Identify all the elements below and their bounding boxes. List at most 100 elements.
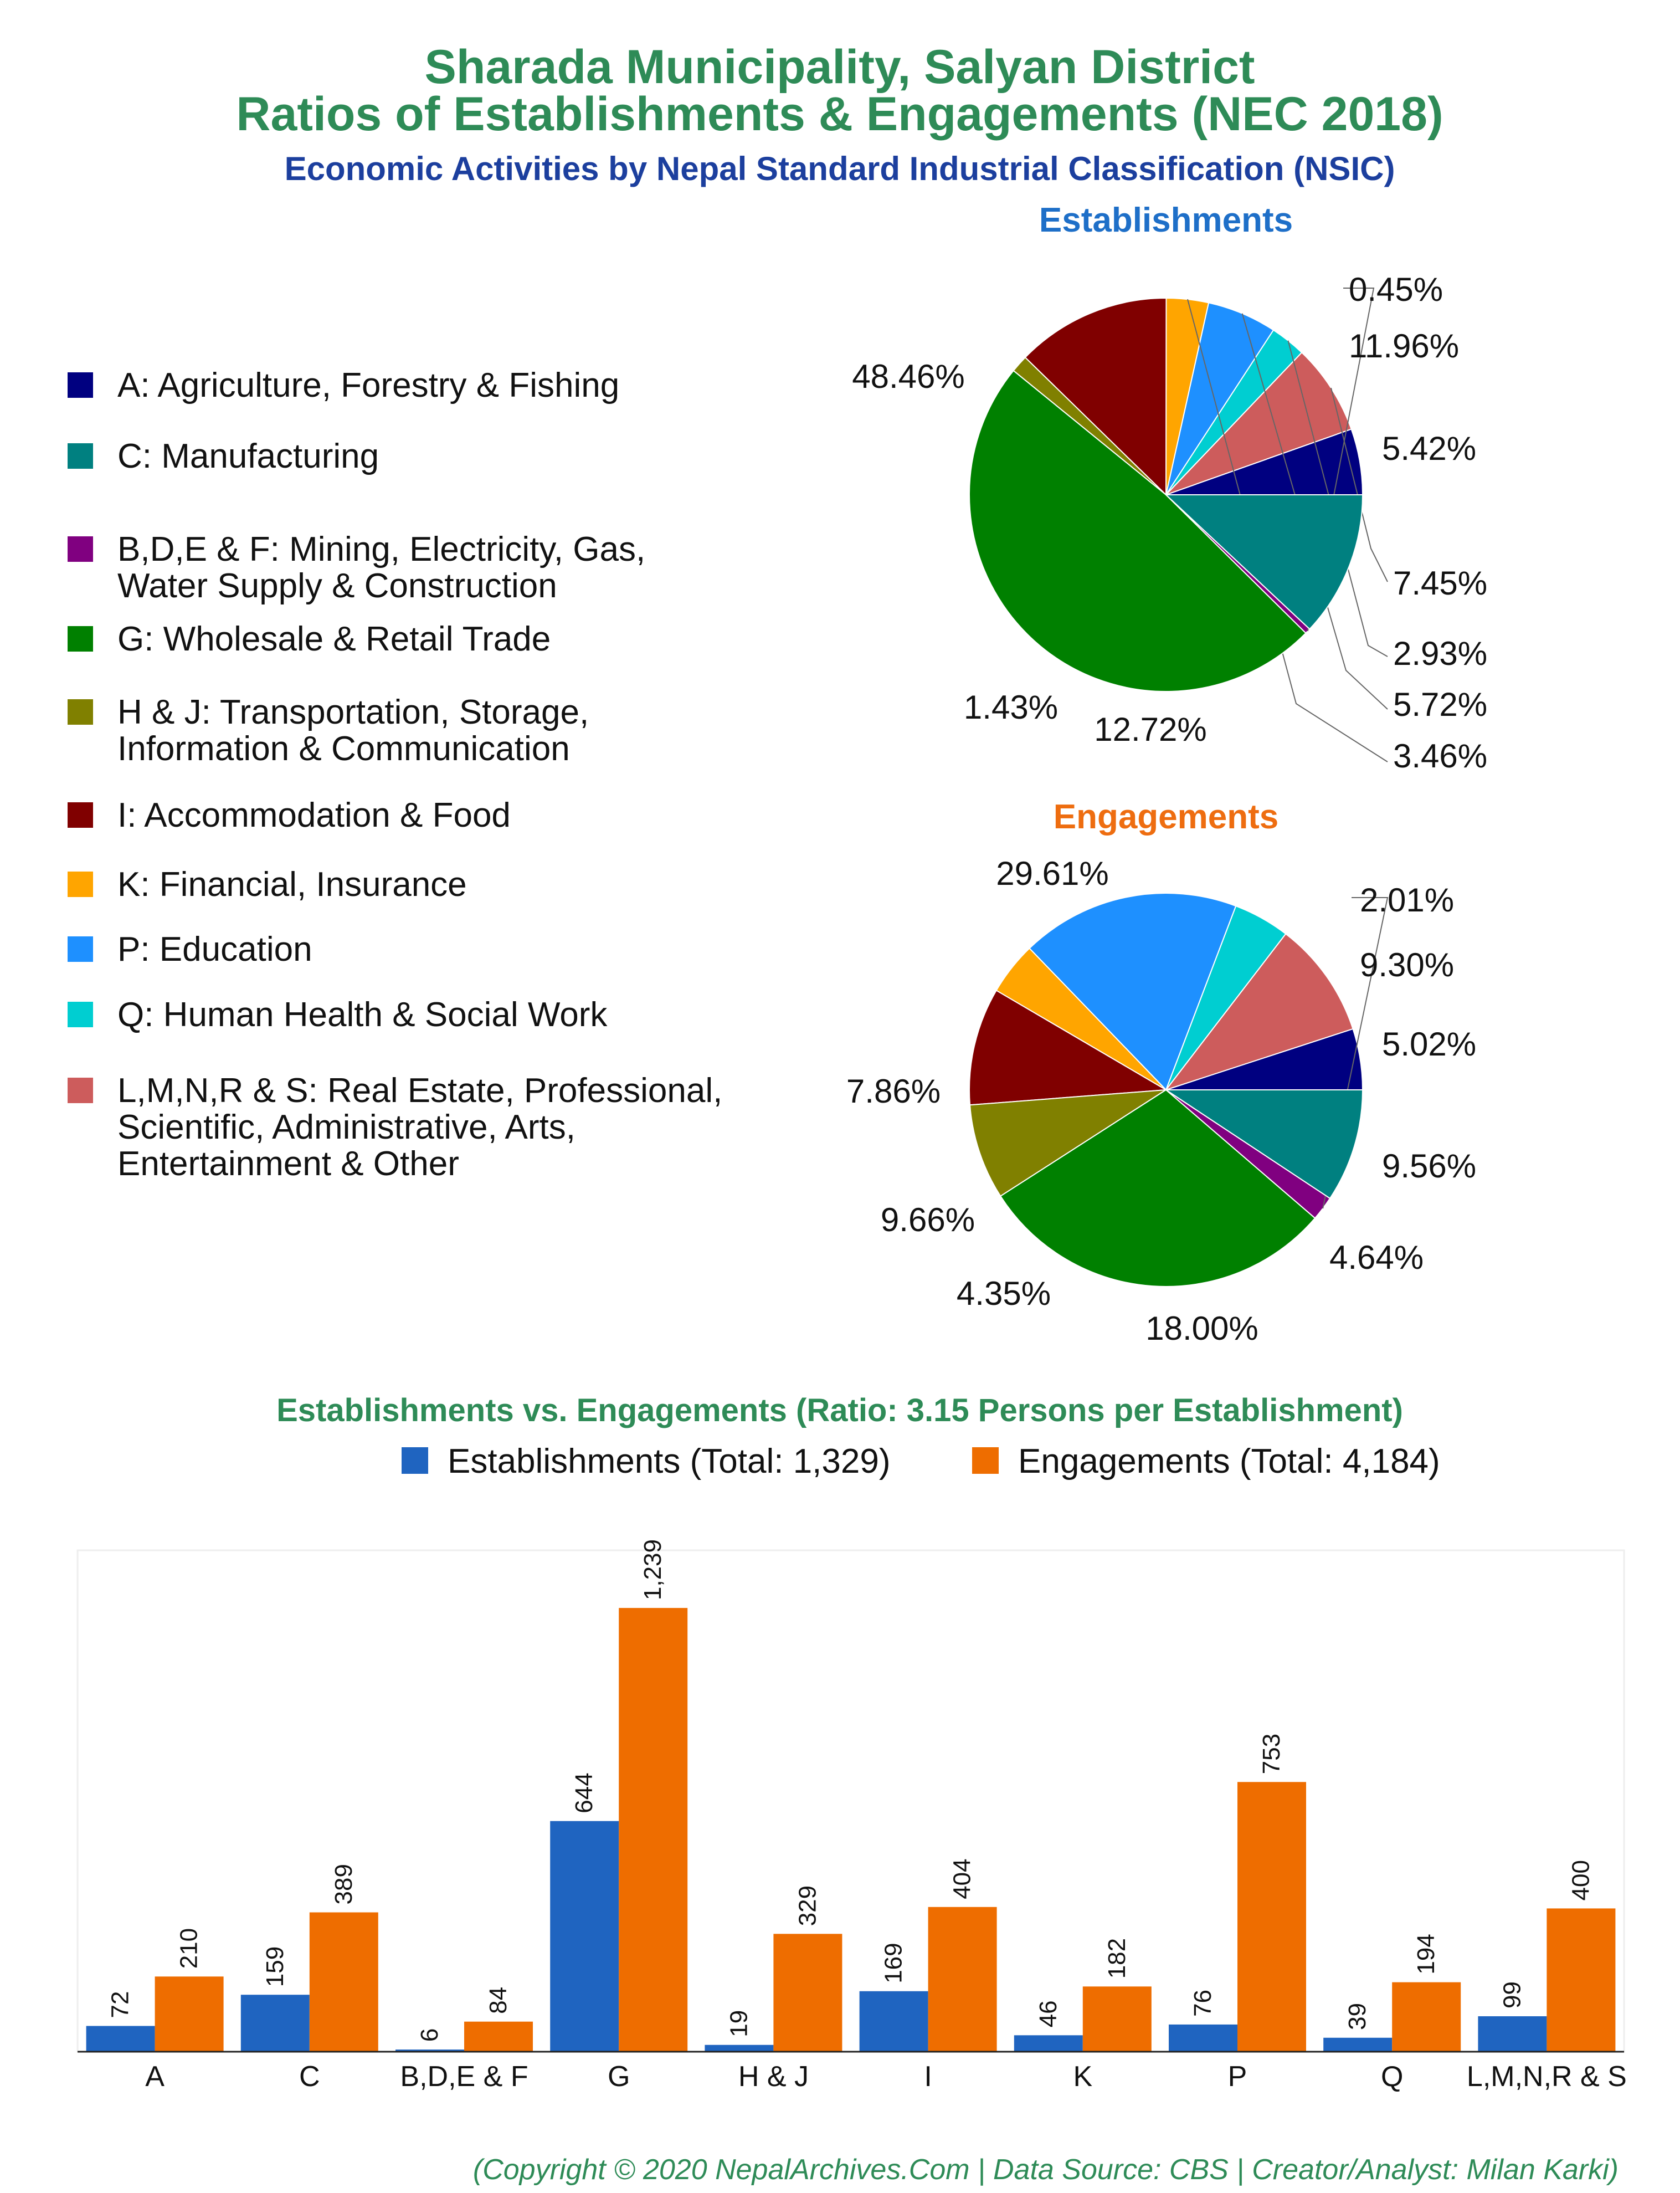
x-tick-g: G [608,2061,630,2093]
legend-label-c: C: Manufacturing [117,437,379,475]
bar-establishments-i [859,1991,928,2052]
bar-value-establishments-b-d-e-f: 6 [416,2028,443,2042]
pie-est-label-g: 48.46% [852,358,965,395]
bar-value-engagements-l-m-n-r-s: 400 [1567,1860,1594,1900]
pie-est-label-a: 5.42% [1382,430,1476,467]
legend-swatch-g [68,626,93,652]
bar-value-engagements-q: 194 [1412,1934,1440,1974]
pie-est-leader-q [1287,340,1388,657]
pie-eng-label-a: 5.02% [1382,1026,1476,1063]
bar-value-establishments-i: 169 [880,1943,907,1983]
bar-establishments-k [1014,2035,1083,2052]
pie-est-slice-i [1024,297,1167,496]
bar-engagements-k [1082,1986,1152,2052]
bar-value-engagements-k: 182 [1103,1938,1131,1979]
pie-eng-slice-g [999,1089,1316,1287]
bar-value-establishments-p: 76 [1189,1990,1216,2017]
title-line-1: Sharada Municipality, Salyan District [424,40,1255,94]
legend-label-l-m-n-r-s: L,M,N,R & S: Real Estate, Professional, [117,1072,722,1110]
legend-swatch-p [68,936,93,962]
legend-swatch-b-d-e-f [68,536,93,562]
pie-eng-slice-c [1164,1089,1364,1200]
pie-eng-label-q: 4.64% [1329,1239,1424,1276]
pie-eng-slice-i [969,990,1168,1106]
pie-eng-slice-l-m-n-r-s [1164,933,1354,1091]
bar-value-engagements-h-j: 329 [794,1885,821,1926]
x-tick-l-m-n-r-s: L,M,N,R & S [1467,2061,1627,2093]
subtitle: Economic Activities by Nepal Standard In… [285,150,1395,187]
bar-establishments-h-j [705,2045,774,2052]
bar-value-engagements-g: 1,239 [639,1539,666,1600]
pie-est-label-i: 12.72% [1094,711,1207,748]
legend-swatch-establishments [402,1447,428,1474]
legend-label-l-m-n-r-s-line-3: Entertainment & Other [117,1145,459,1183]
pie-est-label-b-d-e-f: 0.45% [1349,271,1443,308]
pie-est-leader-p [1241,313,1388,710]
legend-swatch-q [68,1002,93,1027]
pie-est-slice-g [969,370,1307,692]
bar-chart-title: Establishments vs. Engagements (Ratio: 3… [276,1392,1403,1428]
bar-engagements-h-j [773,1934,842,2052]
pie-eng-label-g: 29.61% [996,855,1109,892]
bar-engagements-p [1237,1782,1306,2052]
x-tick-p: P [1228,2061,1247,2093]
pie-eng-label-i: 9.66% [881,1201,975,1238]
bar-engagements-l-m-n-r-s [1547,1908,1616,2052]
bar-establishments-l-m-n-r-s [1478,2016,1547,2052]
x-tick-h-j: H & J [738,2061,809,2093]
bar-establishments-a [86,2026,155,2052]
pie-eng-slice-h-j [969,1089,1167,1197]
bar-value-establishments-c: 159 [261,1946,289,1987]
legend-swatch-l-m-n-r-s [68,1078,93,1103]
bar-value-establishments-k: 46 [1035,2000,1062,2027]
legend-label-h-j-line-2: Information & Communication [117,730,570,768]
x-tick-k: K [1073,2061,1092,2093]
pie-establishments: 5.42% 7.45% 2.93% 5.72% 3.46% 12.72% 1.43% 48.4… [852,271,1487,775]
legend-swatch-engagements [972,1447,999,1474]
bar-value-engagements-b-d-e-f: 84 [485,1987,512,2014]
legend-swatch-i [68,802,93,828]
bar-engagements-c [309,1912,378,2052]
bar-engagements-g [619,1608,688,2052]
legend-label-b-d-e-f: B,D,E & F: Mining, Electricity, Gas, [117,530,645,568]
legend-label-k: K: Financial, Insurance [117,865,467,904]
pie-est-label-l-m-n-r-s: 7.45% [1393,565,1487,602]
bar-value-establishments-l-m-n-r-s: 99 [1498,1981,1525,2008]
legend-label-i: I: Accommodation & Food [117,796,511,834]
bar-value-establishments-h-j: 19 [725,2010,752,2037]
pie-eng-slice-p [1029,893,1237,1091]
bar-value-establishments-q: 39 [1344,2003,1371,2030]
category-legend: A: Agriculture, Forestry & Fishing C: Man… [68,366,722,1183]
legend-label-q: Q: Human Health & Social Work [117,996,608,1034]
bar-value-engagements-i: 404 [949,1858,976,1899]
bar-establishments-p [1169,2024,1237,2052]
legend-label-l-m-n-r-s-line-2: Scientific, Administrative, Arts, [117,1108,576,1146]
pie-est-label-p: 5.72% [1393,686,1487,723]
footer-credit: (Copyright © 2020 NepalArchives.Com | Da… [473,2154,1619,2186]
bar-value-establishments-g: 644 [571,1772,598,1813]
x-tick-a: A [145,2061,165,2093]
pie-est-leader-k [1187,299,1388,762]
bar-engagements-q [1392,1982,1461,2052]
legend-swatch-h-j [68,699,93,725]
pie-est-label-c: 11.96% [1349,327,1459,365]
bar-engagements-b-d-e-f [464,2021,533,2052]
x-tick-i: I [924,2061,932,2093]
bar-value-establishments-a: 72 [107,1991,134,2018]
pie-eng-label-c: 9.30% [1360,946,1454,983]
bar-establishments-c [240,1995,310,2052]
x-tick-c: C [299,2061,320,2093]
legend-label-establishments: Establishments (Total: 1,329) [448,1442,891,1480]
pie-est-label-h-j: 1.43% [964,689,1058,726]
pie-eng-label-k: 4.35% [957,1275,1051,1312]
legend-label-b-d-e-f-line-2: Water Supply & Construction [117,567,557,605]
bar-engagements-a [155,1976,224,2052]
pie-est-slice-c [1164,494,1364,630]
pie-title-engagements: Engagements [1054,798,1279,836]
legend-label-h-j: H & J: Transportation, Storage, [117,693,589,731]
x-tick-q: Q [1381,2061,1403,2093]
bar-value-engagements-p: 753 [1258,1734,1285,1774]
bar-value-engagements-a: 210 [176,1928,203,1969]
legend-label-g: G: Wholesale & Retail Trade [117,620,551,658]
